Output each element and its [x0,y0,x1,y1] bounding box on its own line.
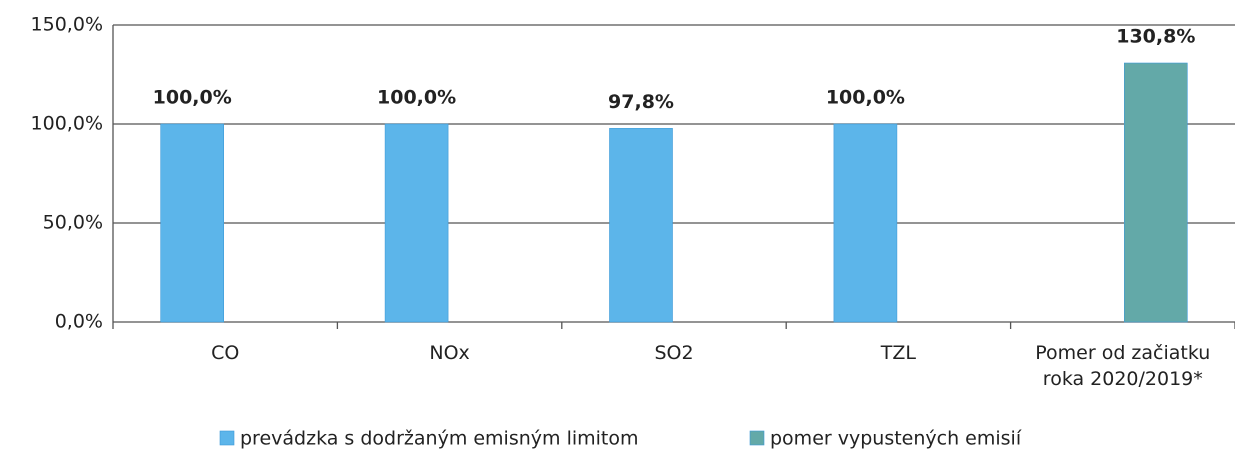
value-label: 130,8% [1116,26,1195,48]
bar [833,123,898,323]
legend-swatch [749,430,765,446]
bar [384,123,449,323]
bar [1124,62,1188,323]
value-label: 100,0% [377,87,456,109]
bar [609,128,673,323]
x-tick-label: NOx [429,342,470,364]
x-tick-label: CO [211,342,240,364]
y-tick-label: 100,0% [31,113,103,135]
x-tick-label: SO2 [654,342,694,364]
x-tick-label: Pomer od začiatku roka 2020/2019* [1035,342,1211,390]
x-tick-label: TZL [880,342,916,364]
value-label: 97,8% [608,91,674,113]
bar [160,123,224,323]
value-label: 100,0% [153,87,232,109]
legend-label: prevádzka s dodržaným emisným limitom [240,428,639,450]
y-tick-label: 150,0% [31,14,103,36]
y-tick-label: 0,0% [55,311,103,333]
y-tick-label: 50,0% [43,212,103,234]
value-label: 100,0% [826,87,905,109]
legend-swatch [219,430,235,446]
legend-label: pomer vypustených emisií [770,428,1022,450]
